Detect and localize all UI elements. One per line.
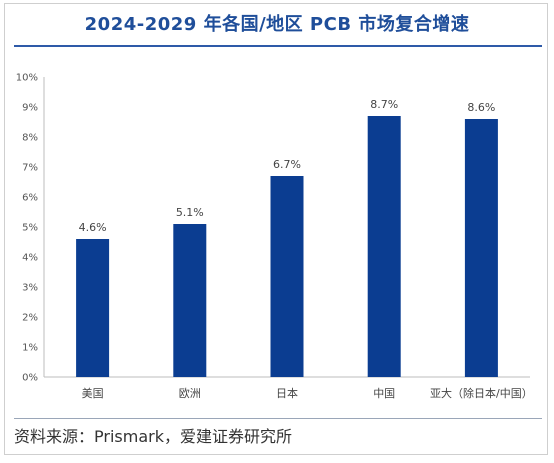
y-tick-label: 8%: [22, 133, 38, 144]
bar: [173, 224, 207, 377]
data-label: 5.1%: [176, 206, 204, 219]
y-tick-label: 0%: [22, 373, 38, 384]
y-tick-label: 9%: [22, 103, 38, 114]
bar: [270, 176, 304, 377]
bar: [76, 239, 110, 377]
y-tick-label: 1%: [22, 343, 38, 354]
data-label: 8.6%: [467, 101, 495, 114]
source-divider: [14, 418, 542, 419]
source-note: 资料来源：Prismark，爱建证券研究所: [14, 427, 292, 446]
data-label: 4.6%: [79, 221, 107, 234]
y-tick-label: 4%: [22, 253, 38, 264]
y-tick-label: 10%: [16, 73, 38, 84]
title-divider: [14, 45, 542, 47]
y-tick-label: 5%: [22, 223, 38, 234]
chart-title: 2024-2029 年各国/地区 PCB 市场复合增速: [84, 14, 470, 35]
x-category-label: 中国: [373, 387, 395, 400]
bar: [367, 116, 401, 377]
bar: [464, 119, 498, 377]
data-label: 6.7%: [273, 158, 301, 171]
x-category-label: 日本: [276, 386, 298, 400]
x-category-label: 美国: [82, 387, 104, 400]
y-tick-label: 7%: [22, 163, 38, 174]
y-tick-label: 6%: [22, 193, 38, 204]
data-label: 8.7%: [370, 98, 398, 111]
y-tick-label: 3%: [22, 283, 38, 294]
x-category-label: 欧洲: [179, 387, 201, 400]
y-tick-label: 2%: [22, 313, 38, 324]
x-category-label: 亚大（除日本/中国）: [430, 386, 533, 400]
